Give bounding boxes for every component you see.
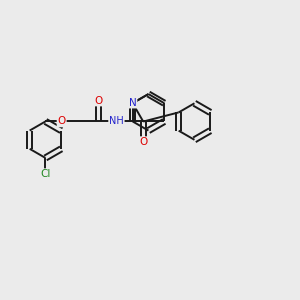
Text: Cl: Cl	[40, 169, 51, 179]
Text: O: O	[94, 95, 102, 106]
Text: O: O	[139, 137, 147, 147]
Text: O: O	[58, 116, 66, 126]
Text: NH: NH	[109, 116, 124, 126]
Text: N: N	[129, 98, 136, 108]
